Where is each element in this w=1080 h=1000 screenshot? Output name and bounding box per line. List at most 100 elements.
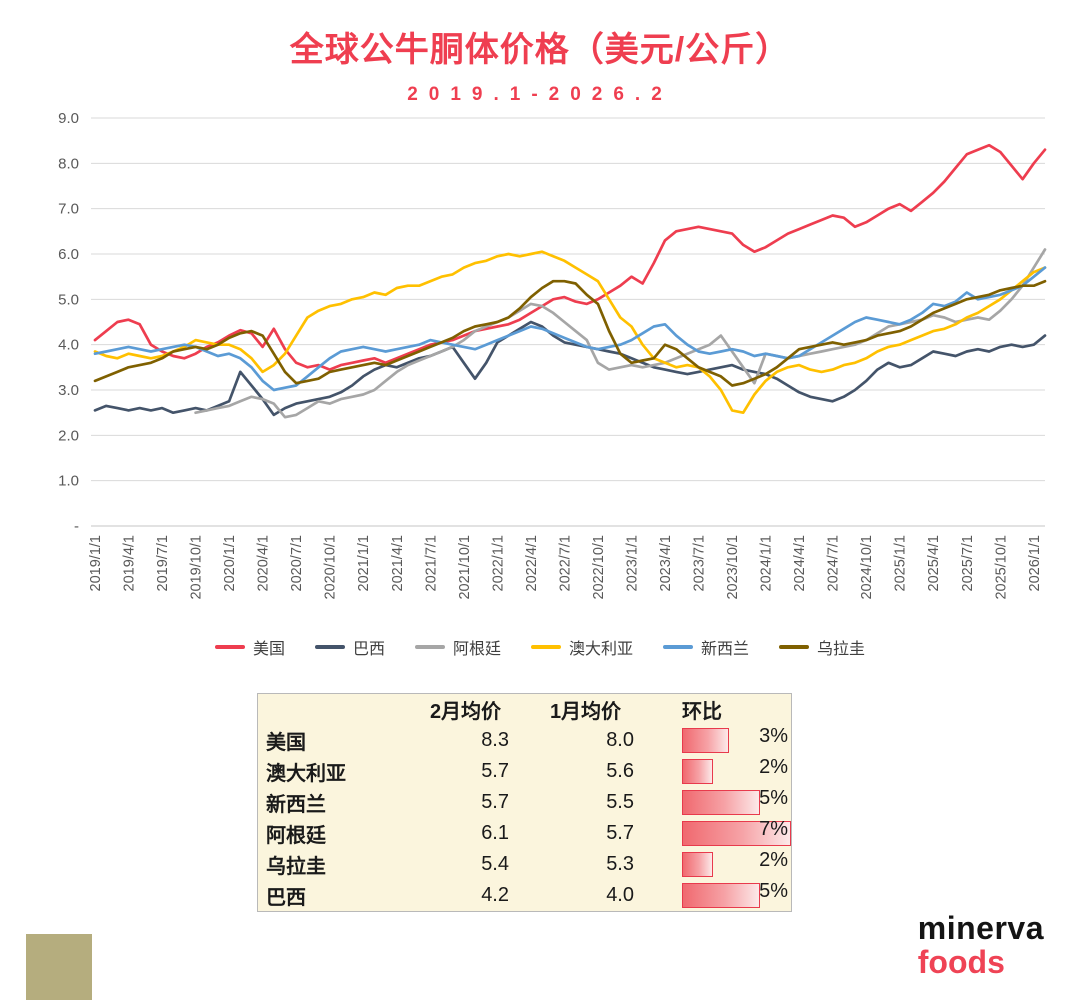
series-line-巴西 [93, 320, 1047, 417]
mom-change-percent: 2% [759, 756, 788, 778]
x-axis-label: 2023/10/1 [725, 535, 741, 600]
y-axis-label: 4.0 [58, 337, 79, 354]
chart-legend: 美国 巴西 阿根廷 澳大利亚 新西兰 乌拉圭 [0, 635, 1080, 659]
legend-line-swatch [314, 645, 345, 649]
legend-label: 新西兰 [701, 641, 750, 658]
x-axis-label: 2020/1/1 [222, 535, 238, 591]
table-row-乌拉圭: 乌拉圭 5.4 5.3 2% [258, 849, 791, 880]
line-chart-canvas: 9.0 8.0 7.0 6.0 5.0 4.0 3.0 2.0 1.0 -2019/1/1 2019… [58, 110, 1047, 600]
minerva-foods-logo: minerva foods [918, 912, 1044, 978]
table-header-row: 2月均价 1月均价 环比 [258, 694, 791, 725]
country-label: 阿根廷 [266, 825, 326, 847]
x-axis-label: 2022/10/1 [591, 535, 607, 600]
jan-avg-price: 5.6 [606, 760, 634, 782]
x-axis-label: 2021/7/1 [423, 535, 439, 591]
country-label: 新西兰 [266, 794, 326, 816]
x-axis-label: 2024/1/1 [759, 535, 775, 591]
series-line-阿根廷 [194, 248, 1047, 419]
mom-change-databar [682, 821, 791, 846]
mom-change-databar [682, 759, 714, 784]
header-jan-avg: 1月均价 [549, 701, 622, 723]
mom-change-cell: 2% [682, 756, 791, 787]
feb-avg-price: 8.3 [481, 729, 509, 751]
country-label: 美国 [266, 732, 306, 754]
price-line-chart: 9.0 8.0 7.0 6.0 5.0 4.0 3.0 2.0 1.0 -2019/1/1 2019… [0, 108, 1080, 633]
jan-avg-price: 5.3 [606, 853, 634, 875]
x-axis-label: 2020/10/1 [323, 535, 339, 600]
legend-label: 乌拉圭 [817, 641, 866, 658]
x-axis-label: 2021/4/1 [390, 535, 406, 591]
mom-change-databar [682, 883, 760, 908]
header-feb-avg: 2月均价 [429, 701, 502, 723]
jan-avg-price: 8.0 [606, 729, 634, 751]
table-row-新西兰: 新西兰 5.7 5.5 5% [258, 787, 791, 818]
logo-wordmark-minerva: minerva [917, 910, 1044, 946]
series-line-乌拉圭 [93, 279, 1047, 387]
x-axis-label: 2021/1/1 [356, 535, 372, 591]
x-axis-label: 2019/1/1 [88, 535, 104, 591]
legend-line-swatch [214, 645, 245, 649]
mom-change-percent: 2% [759, 849, 788, 871]
chart-subtitle-period: 2019.1-2026.2 [407, 84, 673, 105]
x-axis-label: 2024/7/1 [826, 535, 842, 591]
legend-line-swatch [414, 645, 445, 649]
mom-change-percent: 5% [759, 880, 788, 902]
monthly-price-table: 2月均价 1月均价 环比美国 8.3 8.0 3% 澳大利亚 5.7 5.6 2% 新西兰 5.7 5.… [257, 693, 792, 912]
logo-wordmark-foods: foods [917, 944, 1005, 980]
legend-line-swatch [779, 645, 810, 649]
legend-label: 阿根廷 [452, 641, 501, 658]
feb-avg-price: 5.7 [481, 791, 509, 813]
x-axis-label: 2019/10/1 [189, 535, 205, 600]
x-axis-label: 2019/7/1 [155, 535, 171, 591]
country-label: 巴西 [266, 887, 306, 909]
y-axis-label: 9.0 [58, 110, 79, 127]
x-axis-label: 2025/1/1 [893, 535, 909, 591]
legend-label: 澳大利亚 [569, 641, 634, 658]
y-axis-label: 6.0 [58, 246, 79, 263]
legend-item-澳大利亚: 澳大利亚 [531, 635, 633, 659]
legend-line-swatch [531, 645, 561, 649]
jan-avg-price: 5.7 [606, 822, 634, 844]
y-axis-label: - [74, 518, 79, 535]
table-row-澳大利亚: 澳大利亚 5.7 5.6 2% [258, 756, 791, 787]
country-label: 澳大利亚 [266, 763, 346, 785]
y-axis-label: 1.0 [58, 473, 79, 490]
x-axis-label: 2019/4/1 [122, 535, 138, 591]
page-title: 全球公牛胴体价格（美元/公斤） [289, 31, 791, 69]
y-axis-label: 7.0 [58, 201, 79, 218]
mom-change-percent: 7% [759, 818, 788, 840]
x-axis-label: 2021/10/1 [457, 535, 473, 600]
legend-label: 美国 [252, 641, 285, 658]
mom-change-cell: 5% [682, 787, 791, 818]
feb-avg-price: 4.2 [481, 884, 509, 906]
jan-avg-price: 4.0 [606, 884, 634, 906]
feb-avg-price: 5.7 [481, 760, 509, 782]
decorative-corner-square [26, 934, 92, 1000]
legend-item-阿根廷: 阿根廷 [414, 635, 501, 659]
header-mom-change: 环比 [682, 701, 722, 723]
legend-item-巴西: 巴西 [314, 635, 385, 659]
legend-line-swatch [663, 645, 694, 649]
x-axis-label: 2024/10/1 [859, 535, 875, 600]
mom-change-databar [682, 852, 714, 877]
legend-item-乌拉圭: 乌拉圭 [779, 635, 865, 659]
mom-change-cell: 3% [682, 725, 791, 756]
x-axis-label: 2025/10/1 [993, 535, 1009, 600]
x-axis-label: 2026/1/1 [1027, 535, 1043, 591]
mom-change-percent: 3% [759, 725, 788, 747]
x-axis-label: 2022/1/1 [490, 535, 506, 591]
x-axis-label: 2020/4/1 [256, 535, 272, 591]
series-line-澳大利亚 [93, 250, 1047, 415]
jan-avg-price: 5.5 [606, 791, 634, 813]
x-axis-label: 2024/4/1 [792, 535, 808, 591]
x-axis-label: 2023/4/1 [658, 535, 674, 591]
table-row-巴西: 巴西 4.2 4.0 5% [258, 880, 791, 911]
mom-change-databar [682, 728, 729, 753]
x-axis-label: 2020/7/1 [289, 535, 305, 591]
mom-change-cell: 2% [682, 849, 791, 880]
x-axis-label: 2025/4/1 [926, 535, 942, 591]
feb-avg-price: 5.4 [481, 853, 509, 875]
legend-label: 巴西 [352, 641, 385, 658]
legend-item-美国: 美国 [214, 635, 285, 659]
x-axis-label: 2023/1/1 [625, 535, 641, 591]
